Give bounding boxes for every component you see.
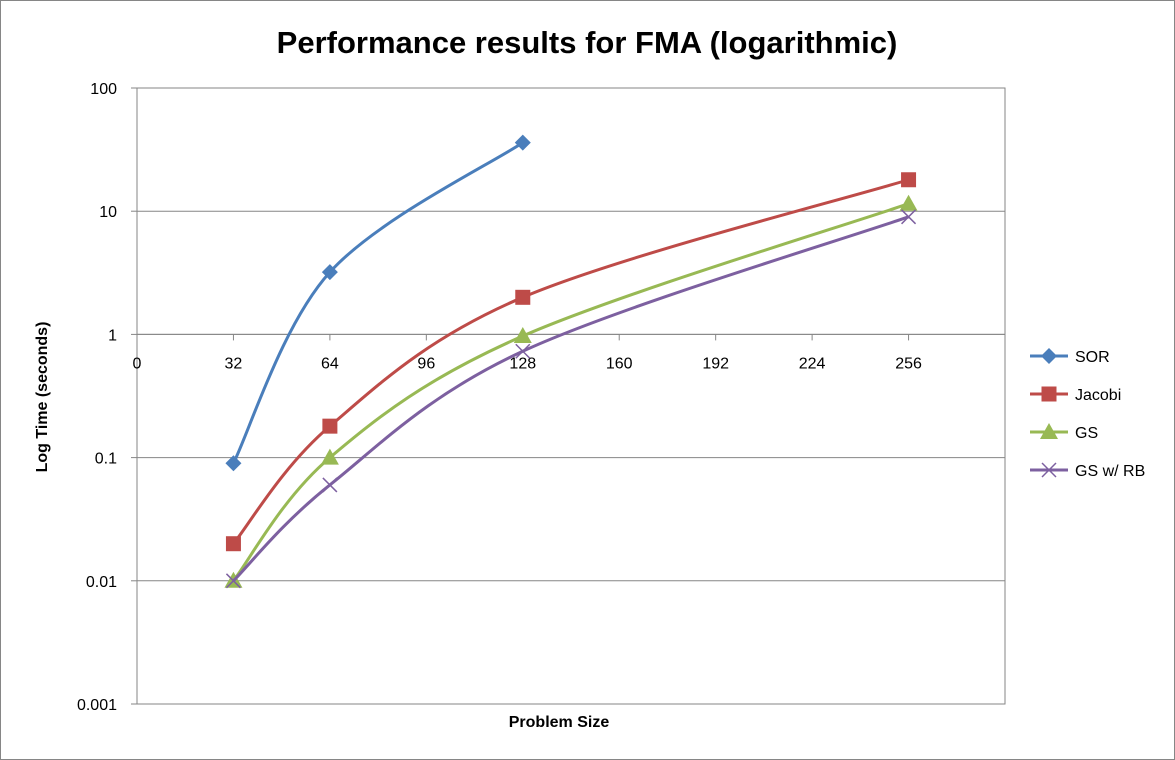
legend-label: Jacobi (1075, 387, 1121, 404)
x-tick-label: 160 (606, 355, 633, 372)
x-tick-label: 32 (225, 355, 243, 372)
data-point-jacobi (322, 418, 338, 434)
x-tick-label: 224 (799, 355, 826, 372)
legend-label: SOR (1075, 349, 1110, 366)
chart-title: Performance results for FMA (logarithmic… (277, 25, 898, 60)
y-tick-label: 10 (99, 204, 117, 221)
x-tick-label: 192 (702, 355, 729, 372)
legend-item-gs-w-rb: GS w/ RB (1030, 462, 1145, 480)
legend-marker-jacobi (1041, 386, 1057, 402)
y-tick-label: 0.01 (86, 574, 117, 591)
legend-label: GS w/ RB (1075, 463, 1145, 480)
legend-marker-gs-w-rb (1041, 462, 1057, 478)
y-tick-label: 100 (90, 81, 117, 98)
y-tick-label: 0.1 (95, 451, 117, 468)
legend-label: GS (1075, 425, 1098, 442)
y-tick-label: 1 (108, 327, 117, 344)
x-tick-label: 96 (417, 355, 435, 372)
data-point-jacobi (515, 289, 531, 305)
data-point-gs (899, 194, 918, 211)
plot-border (136, 87, 1006, 705)
data-point-gs (513, 327, 532, 344)
data-point-gs (320, 448, 339, 465)
x-tick-label: 256 (895, 355, 922, 372)
data-point-gs-w-rb (225, 573, 241, 589)
data-point-jacobi (901, 172, 917, 188)
data-point-gs-w-rb (322, 477, 338, 493)
legend-item-jacobi: Jacobi (1030, 386, 1121, 404)
data-point-gs-w-rb (515, 343, 531, 359)
data-point-jacobi (225, 536, 241, 552)
series-line-jacobi (232, 178, 909, 545)
x-tick-label: 64 (321, 355, 339, 372)
series-line-gs-w-rb (232, 215, 910, 582)
data-point-sor (514, 134, 531, 151)
legend-item-gs: GS (1030, 423, 1098, 442)
legend-marker-gs (1040, 423, 1058, 439)
legend-marker-sor (1041, 348, 1057, 364)
legend-item-sor: SOR (1030, 348, 1110, 366)
y-tick-label: 0.001 (77, 697, 117, 714)
plot-area: 100 10 1 0.1 0.01 0.001 0 32 64 96 128 160 192 224 256 (77, 81, 1006, 714)
data-point-gs-w-rb (901, 209, 917, 225)
x-tick-label: 128 (509, 355, 536, 372)
data-point-sor (225, 455, 242, 472)
data-point-sor (321, 264, 338, 281)
series-line-gs (232, 202, 910, 582)
x-axis-title: Problem Size (509, 714, 610, 731)
x-tick-label: 0 (133, 355, 142, 372)
legend: SOR Jacobi GS GS w/ RB (1030, 348, 1145, 480)
series-line-sor (232, 141, 524, 464)
y-axis-title: Log Time (seconds) (34, 322, 51, 473)
